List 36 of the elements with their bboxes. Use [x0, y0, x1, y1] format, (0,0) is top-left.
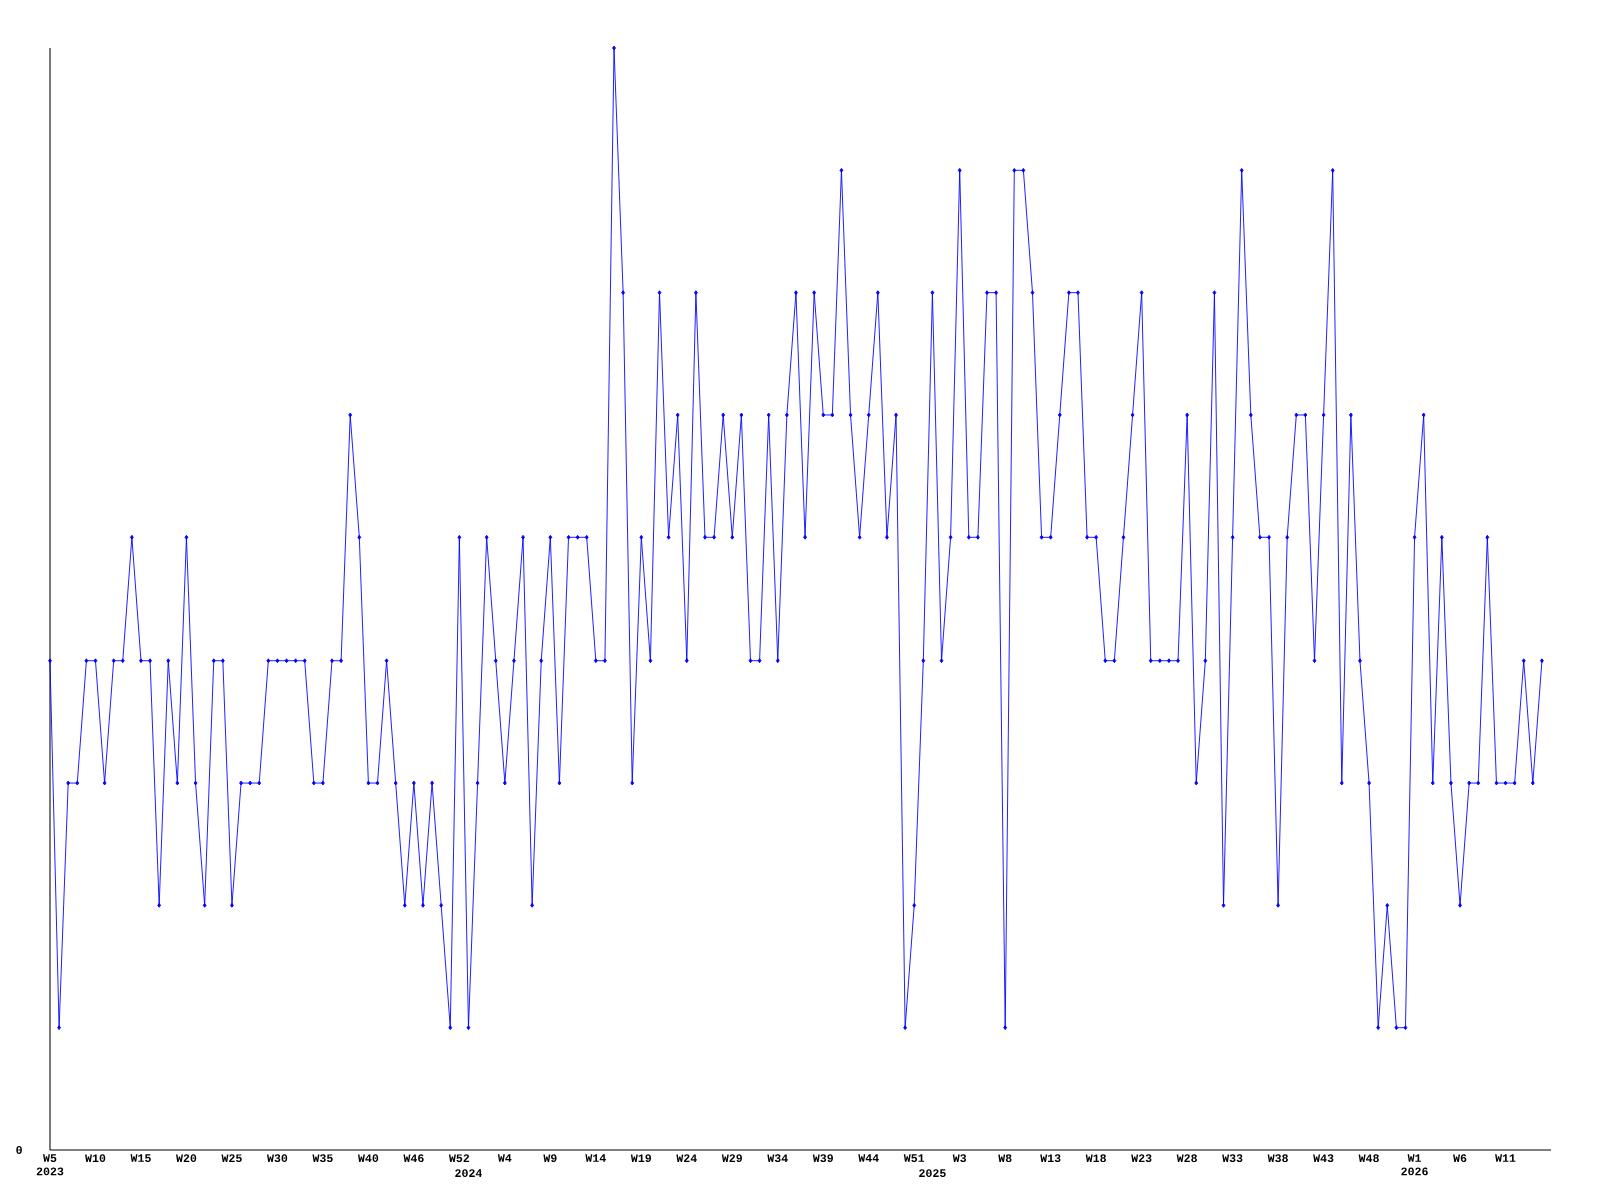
x-tick-label: W4 — [497, 1154, 512, 1162]
x-tick-label: W39 — [812, 1154, 833, 1163]
x-tick-label: W38 — [1267, 1154, 1288, 1163]
x-tick-label: 2025 — [919, 1169, 946, 1178]
x-tick-label: W5 2023 — [36, 1154, 64, 1176]
x-tick-label: W51 — [903, 1154, 925, 1162]
x-tick-label: W18 — [1085, 1154, 1106, 1163]
text: 0 — [16, 1146, 22, 1154]
x-tick-label: W48 — [1358, 1154, 1379, 1163]
x-tick-label: W3 — [952, 1154, 967, 1163]
x-tick-label: W44 — [858, 1154, 879, 1162]
x-tick-label: W30 — [266, 1154, 288, 1163]
x-tick-label: W11 — [1495, 1154, 1516, 1162]
x-tick-label: W43 — [1313, 1154, 1334, 1163]
x-tick-label: W8 — [998, 1154, 1012, 1163]
x-tick-label: W14 — [585, 1154, 606, 1162]
x-tick-label: W29 — [721, 1154, 742, 1163]
x-tick-label: W23 — [1131, 1154, 1152, 1163]
x-tick-label: 2024 — [455, 1169, 483, 1178]
x-tick-label: W9 — [543, 1154, 557, 1163]
x-tick-label: W34 — [767, 1154, 788, 1163]
x-tick-label: W25 — [221, 1154, 242, 1163]
x-tick-label: W13 — [1040, 1154, 1061, 1163]
x-tick-label: W35 — [312, 1154, 333, 1163]
x-tick-label: W15 — [130, 1154, 151, 1162]
x-tick-label: W33 — [1222, 1154, 1243, 1163]
x-tick-label: W52 — [448, 1154, 470, 1163]
x-tick-label: W1 2026 — [1401, 1154, 1428, 1176]
x-tick-label: W46 — [403, 1154, 424, 1163]
x-tick-label: W6 — [1453, 1154, 1467, 1163]
x-tick-label: W20 — [176, 1154, 197, 1163]
x-tick-label: W40 — [357, 1154, 379, 1163]
x-tick-label: W10 — [85, 1154, 106, 1163]
x-tick-label: W24 — [676, 1154, 697, 1162]
x-tick-label: W19 — [630, 1154, 652, 1163]
x-tick-label: W28 — [1176, 1154, 1197, 1163]
